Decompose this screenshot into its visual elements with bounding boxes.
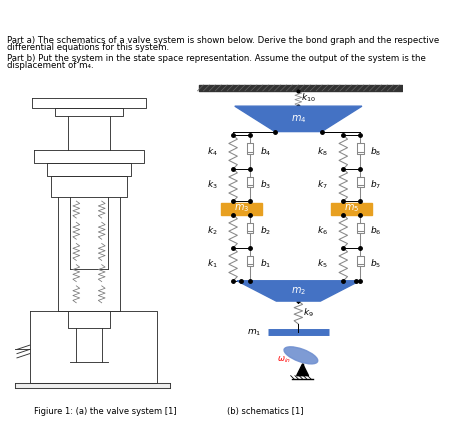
Text: differential equations for this system.: differential equations for this system. — [7, 43, 169, 52]
Text: $k_1$: $k_1$ — [207, 258, 218, 271]
Polygon shape — [297, 364, 309, 376]
Text: $\omega_{in}$: $\omega_{in}$ — [277, 354, 291, 365]
Text: $k_4$: $k_4$ — [207, 146, 218, 158]
Bar — [331, 203, 372, 215]
Text: $k_9$: $k_9$ — [302, 306, 313, 319]
Text: displacement of m₄.: displacement of m₄. — [7, 61, 93, 70]
Text: $m_4$: $m_4$ — [291, 113, 306, 125]
Text: $k_6$: $k_6$ — [317, 225, 328, 237]
Text: $b_7$: $b_7$ — [370, 179, 382, 191]
Text: $b_8$: $b_8$ — [370, 146, 382, 158]
Text: $m_2$: $m_2$ — [291, 285, 306, 297]
Text: $k_2$: $k_2$ — [207, 225, 218, 237]
Polygon shape — [237, 281, 360, 301]
Text: $b_4$: $b_4$ — [260, 146, 272, 158]
Text: Part b) Put the system in the state space representation. Assume the output of t: Part b) Put the system in the state spac… — [7, 54, 426, 63]
Text: $b_2$: $b_2$ — [260, 225, 271, 237]
Text: $m_5$: $m_5$ — [344, 202, 359, 214]
Text: $m_1$: $m_1$ — [247, 327, 261, 338]
Text: $b_3$: $b_3$ — [260, 179, 272, 191]
Text: $k_7$: $k_7$ — [317, 179, 328, 191]
Bar — [221, 203, 262, 215]
Text: $k_3$: $k_3$ — [207, 179, 218, 191]
Text: Figiure 1: (a) the valve system [1]: Figiure 1: (a) the valve system [1] — [34, 407, 176, 416]
Text: (b) schematics [1]: (b) schematics [1] — [227, 407, 304, 416]
Text: $k_8$: $k_8$ — [317, 146, 328, 158]
Text: $k_{10}$: $k_{10}$ — [301, 92, 316, 104]
Ellipse shape — [284, 347, 318, 364]
Text: Part a) The schematics of a valve system is shown below. Derive the bond graph a: Part a) The schematics of a valve system… — [7, 36, 439, 45]
Text: $b_1$: $b_1$ — [260, 258, 272, 271]
Polygon shape — [235, 106, 362, 132]
Text: $b_5$: $b_5$ — [370, 258, 382, 271]
Text: $b_6$: $b_6$ — [370, 225, 382, 237]
Text: $m_3$: $m_3$ — [234, 202, 249, 214]
Text: $k_5$: $k_5$ — [317, 258, 328, 271]
